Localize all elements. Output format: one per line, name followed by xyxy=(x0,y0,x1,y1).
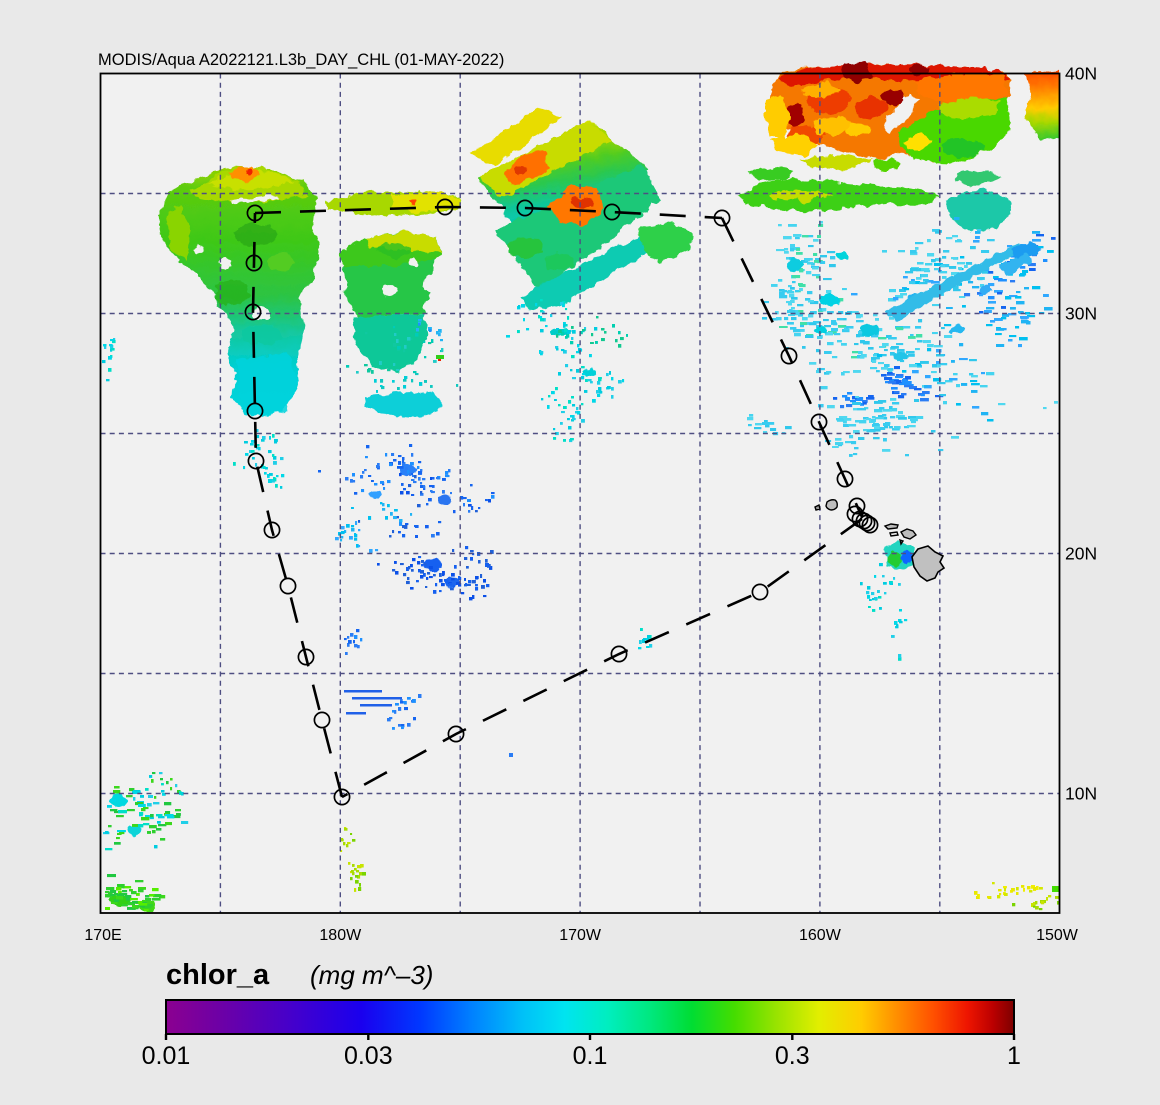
svg-text:10N: 10N xyxy=(1065,784,1097,804)
svg-text:180W: 180W xyxy=(319,927,362,944)
svg-text:160W: 160W xyxy=(799,927,842,944)
svg-text:170W: 170W xyxy=(559,927,602,944)
svg-text:0.03: 0.03 xyxy=(344,1042,393,1070)
svg-text:0.1: 0.1 xyxy=(573,1042,608,1070)
svg-text:20N: 20N xyxy=(1065,544,1097,564)
svg-text:1: 1 xyxy=(1007,1042,1021,1070)
svg-text:MODIS/Aqua A2022121.L3b_DAY_CH: MODIS/Aqua A2022121.L3b_DAY_CHL (01-MAY-… xyxy=(98,51,504,69)
svg-text:150W: 150W xyxy=(1036,927,1079,944)
svg-text:0.3: 0.3 xyxy=(775,1042,810,1070)
svg-text:170E: 170E xyxy=(84,927,121,944)
svg-text:30N: 30N xyxy=(1065,304,1097,324)
svg-text:0.01: 0.01 xyxy=(142,1042,191,1070)
svg-text:40N: 40N xyxy=(1065,64,1097,84)
svg-text:(mg m^–3): (mg m^–3) xyxy=(310,960,433,990)
svg-text:chlor_a: chlor_a xyxy=(166,959,270,991)
